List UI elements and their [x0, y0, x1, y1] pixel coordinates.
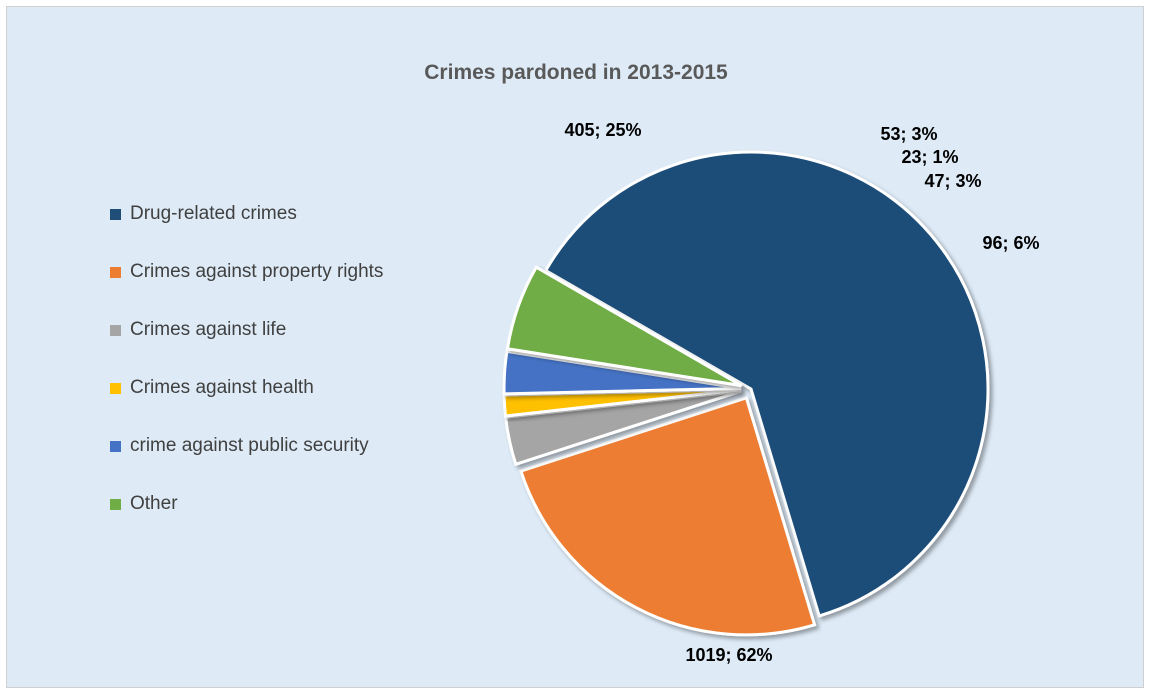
- legend-item-drug-related: Drug-related crimes: [110, 203, 470, 261]
- pie-data-labels: 1019; 62% 405; 25% 53; 3% 23; 1% 47; 3% 96; 6…: [564, 120, 1039, 665]
- data-label-crimes-against-property-rights: 405; 25%: [564, 120, 641, 140]
- legend-item-public-security: crime against public security: [110, 435, 470, 493]
- chart-title: Crimes pardoned in 2013-2015: [424, 61, 728, 84]
- data-label-other: 96; 6%: [982, 233, 1039, 253]
- legend-item-other: Other: [110, 493, 470, 551]
- legend-swatch: [110, 325, 121, 336]
- legend-label: Other: [130, 493, 178, 514]
- legend-item-life: Crimes against life: [110, 319, 470, 377]
- legend-label: Drug-related crimes: [130, 203, 297, 224]
- legend-swatch: [110, 209, 121, 220]
- legend-item-property-rights: Crimes against property rights: [110, 261, 470, 319]
- legend-item-health: Crimes against health: [110, 377, 470, 435]
- data-label-crime-against-public-security: 47; 3%: [924, 171, 981, 191]
- legend-swatch: [110, 499, 121, 510]
- pie-slice-other: [505, 265, 743, 388]
- data-label-crimes-against-health: 23; 1%: [901, 147, 958, 167]
- chart-area: Crimes pardoned in 2013-2015 Drug-relate…: [6, 6, 1144, 688]
- legend-label: crime against public security: [130, 435, 369, 456]
- legend-label: Crimes against health: [130, 377, 314, 398]
- pie-slice-crime-against-public-security: [502, 349, 742, 396]
- legend-swatch: [110, 441, 121, 452]
- legend-swatch: [110, 383, 121, 394]
- data-label-crimes-against-life: 53; 3%: [880, 124, 937, 144]
- legend: Drug-related crimes Crimes against prope…: [110, 203, 470, 551]
- legend-swatch: [110, 267, 121, 278]
- data-label-drug-related-crimes: 1019; 62%: [685, 645, 772, 665]
- pie-slices: [502, 150, 990, 637]
- pie-slice-crimes-against-property-rights: [519, 395, 817, 637]
- legend-label: Crimes against life: [130, 319, 287, 340]
- legend-label: Crimes against property rights: [130, 261, 384, 282]
- pie-slice-drug-related-crimes: [543, 150, 990, 618]
- pie-chart: 1019; 62% 405; 25% 53; 3% 23; 1% 47; 3% 96; 6…: [502, 120, 1040, 665]
